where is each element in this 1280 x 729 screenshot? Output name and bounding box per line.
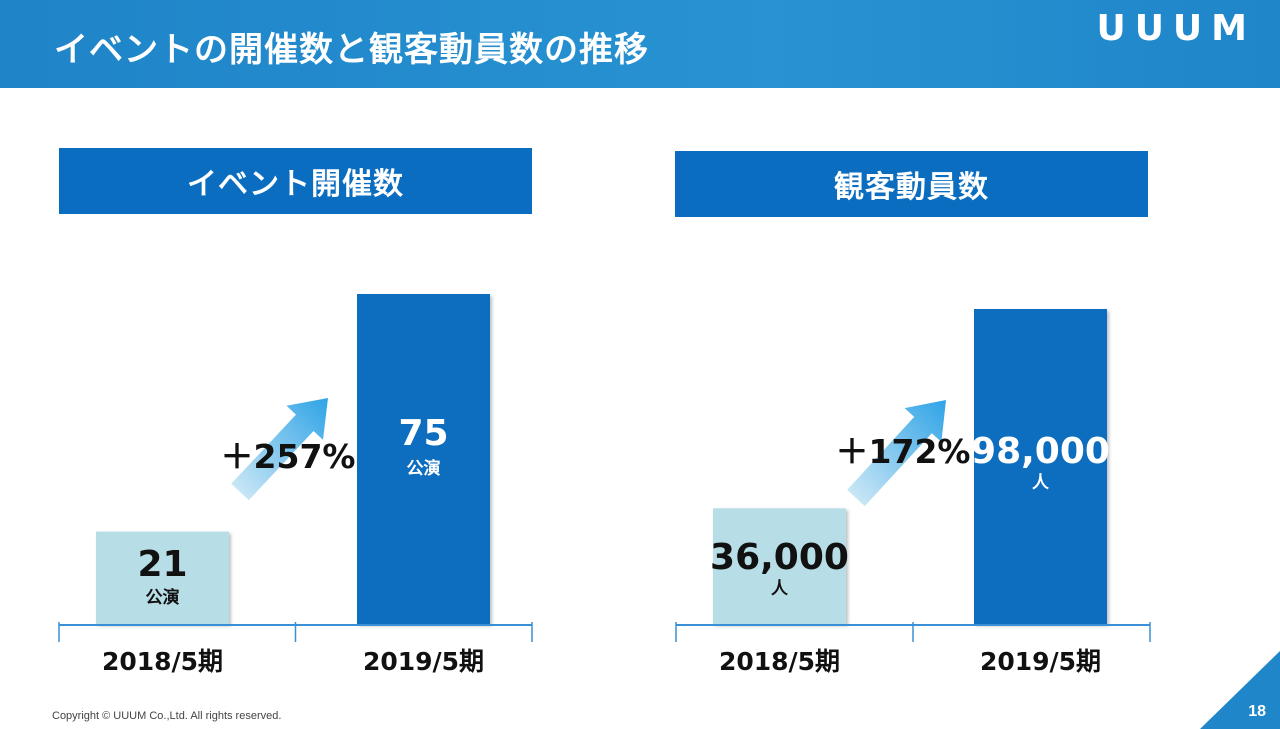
x-tick-label: 2018/5期 (102, 647, 223, 676)
growth-arrow-icon (231, 398, 328, 501)
data-label-curr: 75 (398, 413, 448, 454)
bar-2019/5期 (974, 309, 1107, 624)
data-unit-curr: 人 (1032, 473, 1050, 493)
page-corner-triangle (1200, 651, 1280, 729)
page-title: イベントの開催数と観客動員数の推移 (54, 30, 649, 70)
data-unit-curr: 公演 (407, 458, 441, 479)
header-bar: イベントの開催数と観客動員数の推移 UUUM (0, 0, 1280, 88)
data-unit-prev: 人 (771, 579, 789, 599)
bar-2019/5期 (357, 294, 490, 624)
copyright-text: Copyright © UUUM Co.,Ltd. All rights res… (52, 710, 282, 722)
bar-2018/5期 (713, 508, 846, 624)
x-tick-label: 2019/5期 (980, 647, 1101, 676)
data-label-prev: 36,000 (710, 537, 849, 578)
chart-title-events: イベント開催数 (59, 148, 532, 214)
bar-2018/5期 (96, 531, 229, 624)
data-unit-prev: 公演 (146, 587, 180, 608)
growth-arrow-icon (847, 400, 946, 507)
x-tick-label: 2019/5期 (363, 647, 484, 676)
page-number: 18 (1248, 703, 1266, 720)
data-label-prev: 21 (137, 544, 187, 585)
x-tick-label: 2018/5期 (719, 647, 840, 676)
data-label-curr: 98,000 (971, 431, 1110, 472)
chart-title-attendance: 観客動員数 (675, 151, 1148, 217)
growth-label: ＋172% (836, 432, 971, 471)
uuum-logo: UUUM (1096, 8, 1256, 49)
growth-label: ＋257% (221, 437, 356, 476)
